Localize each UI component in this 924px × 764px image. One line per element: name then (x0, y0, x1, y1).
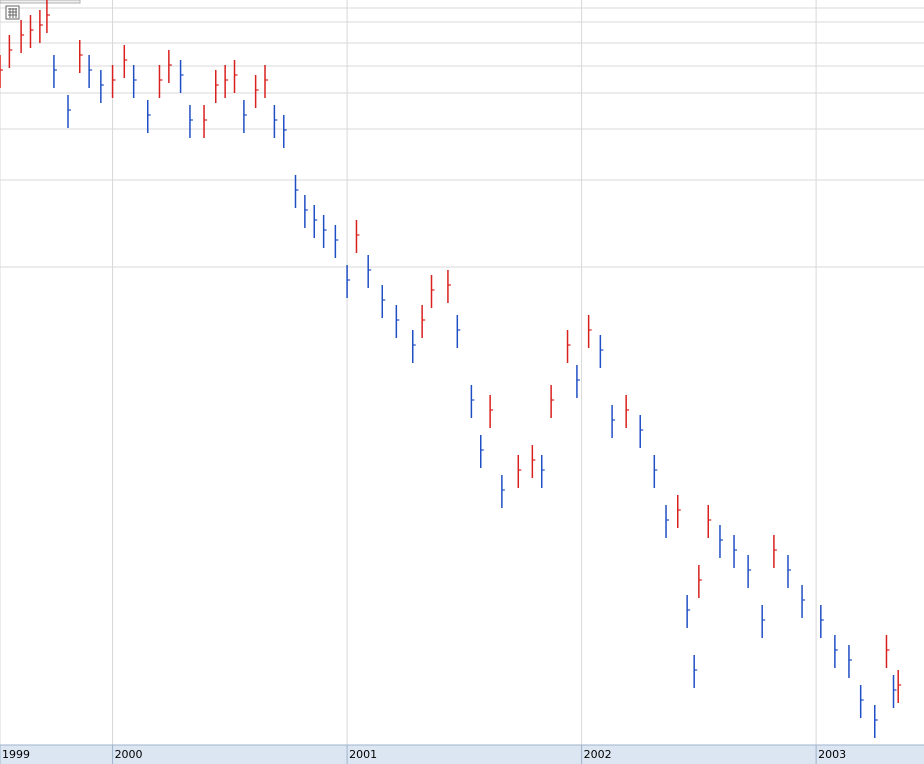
grid-icon[interactable] (5, 5, 20, 20)
x-tick-label: 1999 (2, 748, 30, 761)
tab-fragment (0, 0, 81, 4)
x-tick-label: 2003 (818, 748, 846, 761)
x-axis-strip (0, 745, 924, 764)
x-tick-label: 2000 (115, 748, 143, 761)
x-tick-label: 2002 (584, 748, 612, 761)
x-tick-label: 2001 (349, 748, 377, 761)
